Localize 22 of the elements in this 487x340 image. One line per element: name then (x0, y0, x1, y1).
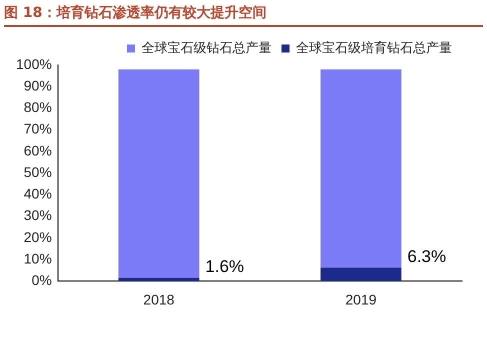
annotation: 1.6% (205, 256, 244, 276)
y-tick-label: 20% (24, 228, 52, 245)
y-tick-label: 60% (24, 142, 52, 158)
annotation: 6.3% (407, 246, 446, 266)
y-tick-label: 50% (24, 164, 52, 180)
chart-title: 图 18：培育钻石渗透率仍有较大提升空间 (4, 4, 483, 27)
y-tick-label: 80% (24, 99, 52, 116)
bar (320, 69, 402, 268)
y-tick-label: 90% (24, 77, 52, 94)
bar (118, 278, 200, 282)
y-tick-label: 0% (32, 272, 52, 288)
y-tick-label: 10% (24, 250, 52, 266)
legend-label: 全球宝石级钻石总产量 (142, 40, 272, 56)
bar (118, 69, 200, 278)
x-tick-label: 2018 (143, 291, 175, 308)
y-tick-label: 40% (24, 186, 52, 202)
y-tick-label: 70% (24, 120, 52, 137)
y-tick-label: 30% (24, 207, 52, 224)
legend-label: 全球宝石级培育钻石总产量 (296, 40, 452, 56)
bar (320, 268, 402, 282)
x-tick-label: 2019 (345, 291, 377, 308)
y-tick-label: 100% (16, 56, 52, 72)
